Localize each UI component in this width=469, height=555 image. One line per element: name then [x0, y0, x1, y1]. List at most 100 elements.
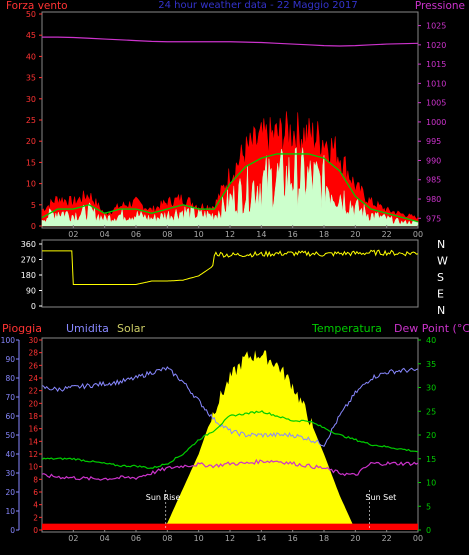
wind-x-tick-label: 00: [413, 230, 423, 239]
weather-x-tick-label: 04: [100, 534, 110, 543]
pressure-y-tick-label: 1010: [426, 79, 446, 88]
wind-x-tick-label: 18: [319, 230, 329, 239]
pressure-y-tick-label: 1005: [426, 99, 446, 108]
dewpoint-axis-label: Dew Point (°C): [394, 322, 469, 335]
wind-y-tick-label: 10: [26, 180, 36, 189]
direction-panel-frame: [41, 239, 419, 308]
rain-y-tick-label: 12: [28, 450, 38, 459]
pressure-y-tick-label: 1015: [426, 60, 446, 69]
humidity-y-tick-label: 100: [1, 336, 16, 345]
humidity-y-tick-label: 70: [5, 393, 15, 402]
chart-date-label: 24 hour weather data - 22 Maggio 2017: [158, 0, 358, 11]
wind-x-tick-label: 02: [68, 230, 78, 239]
wind-panel: 0510152025303540455097598098599099510001…: [26, 10, 447, 239]
weather-x-tick-label: 10: [194, 534, 204, 543]
pressure-y-tick-label: 1025: [426, 22, 446, 31]
wind-x-tick-label: 10: [194, 230, 204, 239]
wind-x-tick-label: 22: [382, 230, 392, 239]
humidity-y-tick-label: 40: [5, 450, 15, 459]
weather-x-tick-label: 16: [288, 534, 298, 543]
weather-x-tick-label: 12: [225, 534, 235, 543]
humidity-line: [41, 366, 419, 447]
wind-y-tick-label: 40: [26, 52, 36, 61]
wind-x-tick-label: 12: [225, 230, 235, 239]
wind-axis-label: Forza vento: [6, 0, 68, 12]
rain-y-tick-label: 6: [33, 488, 38, 497]
dewpoint-line: [41, 458, 419, 481]
rain-y-tick-label: 16: [28, 425, 38, 434]
humidity-y-tick-label: 20: [5, 488, 15, 497]
rain-y-tick-label: 0: [33, 526, 38, 535]
wind-y-tick-label: 50: [26, 10, 36, 19]
wind-mean-line: [41, 153, 419, 223]
pressure-axis-label: Pressione: [415, 0, 465, 12]
wind-x-tick-label: 16: [288, 230, 298, 239]
temp-y-tick-label: 15: [426, 455, 436, 464]
direction-y-tick-label: 180: [21, 271, 36, 280]
rain-y-tick-label: 30: [28, 336, 38, 345]
temperature-axis-label: Temperatura: [311, 322, 382, 335]
solar-area: [42, 350, 418, 530]
humidity-y-tick-label: 10: [5, 507, 15, 516]
wind-y-tick-label: 45: [26, 31, 36, 40]
temp-y-tick-label: 0: [426, 526, 431, 535]
rain-axis-label: Pioggia: [2, 322, 42, 335]
humidity-y-tick-label: 50: [5, 431, 15, 440]
humidity-y-tick-label: 60: [5, 412, 15, 421]
humidity-y-tick-label: 80: [5, 374, 15, 383]
weather-x-tick-label: 20: [350, 534, 360, 543]
weather-x-tick-label: 02: [68, 534, 78, 543]
rain-y-tick-label: 10: [28, 463, 38, 472]
weather-x-tick-label: 08: [162, 534, 172, 543]
wind-x-tick-label: 08: [162, 230, 172, 239]
wind-x-tick-label: 04: [100, 230, 110, 239]
rain-y-tick-label: 28: [28, 349, 38, 358]
temperature-line: [41, 410, 419, 469]
temp-y-tick-label: 35: [426, 360, 436, 369]
direction-y-tick-label: 360: [21, 240, 36, 249]
weather-x-tick-label: 00: [413, 534, 423, 543]
direction-y-tick-label: 0: [31, 302, 36, 311]
rain-y-tick-label: 4: [33, 501, 38, 510]
wind-y-tick-label: 25: [26, 116, 36, 125]
wind-y-tick-label: 0: [31, 222, 36, 231]
wind-y-tick-label: 30: [26, 95, 36, 104]
rain-y-tick-label: 26: [28, 361, 38, 370]
rain-bar: [42, 523, 418, 530]
rain-y-tick-label: 18: [28, 412, 38, 421]
wind-y-tick-label: 20: [26, 137, 36, 146]
temp-y-tick-label: 30: [426, 384, 436, 393]
weather-x-tick-label: 06: [131, 534, 141, 543]
direction-y-tick-label: 90: [26, 287, 36, 296]
pressure-y-tick-label: 995: [426, 137, 441, 146]
humidity-y-tick-label: 0: [10, 526, 15, 535]
pressure-y-tick-label: 975: [426, 214, 441, 223]
rain-y-tick-label: 8: [33, 475, 38, 484]
humidity-y-tick-label: 90: [5, 355, 15, 364]
temp-y-tick-label: 20: [426, 431, 436, 440]
rain-y-tick-label: 14: [28, 437, 38, 446]
weather-x-tick-label: 18: [319, 534, 329, 543]
compass-label: W: [437, 255, 448, 268]
temp-y-tick-label: 25: [426, 407, 436, 416]
pressure-y-tick-label: 990: [426, 156, 441, 165]
sunrise-label: Sun Rise: [146, 493, 181, 502]
weather-panel: 02 04 06 08 10 12 14 16 18 20 22 000246810121416182…: [1, 336, 437, 543]
wind-y-tick-label: 35: [26, 74, 36, 83]
sunset-label: Sun Set: [365, 493, 396, 502]
compass-label: N: [437, 238, 445, 251]
compass-label: N: [437, 304, 445, 317]
humidity-axis-label: Umidita: [66, 322, 109, 335]
wind-x-tick-label: 14: [256, 230, 266, 239]
temp-y-tick-label: 5: [426, 502, 431, 511]
compass-label: S: [437, 271, 444, 284]
wind-average-series: [41, 146, 419, 227]
pressure-y-tick-label: 980: [426, 195, 441, 204]
solar-axis-label: Solar: [117, 322, 146, 335]
rain-y-tick-label: 24: [28, 374, 38, 383]
rain-y-tick-label: 2: [33, 513, 38, 522]
temp-y-tick-label: 40: [426, 336, 436, 345]
wind-y-tick-label: 15: [26, 158, 36, 167]
rain-y-tick-label: 22: [28, 387, 38, 396]
